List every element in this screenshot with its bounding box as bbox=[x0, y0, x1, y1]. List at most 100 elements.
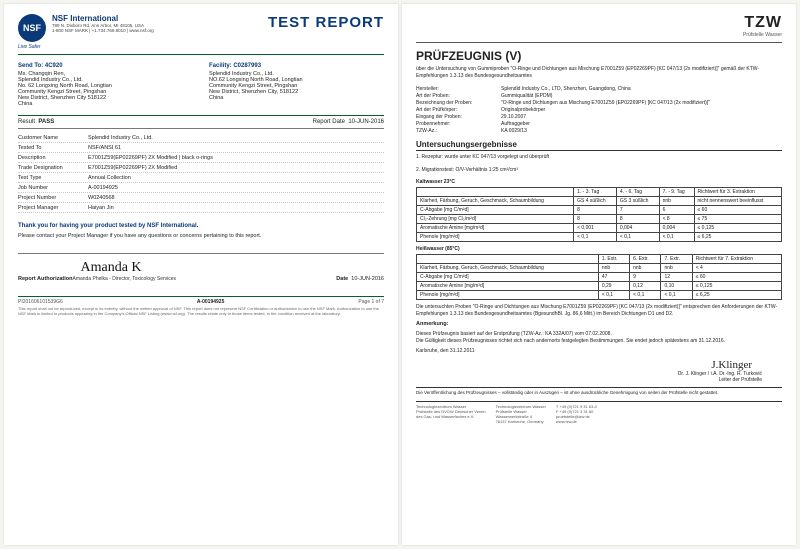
result-bar: Result PASS Report Date 10-JUN-2016 bbox=[18, 115, 384, 129]
table-header bbox=[417, 255, 599, 264]
table-cell: < 0,1 bbox=[616, 233, 659, 242]
address-block: Send To: 4C920 Ms. Changqin Ren, Splendi… bbox=[18, 63, 384, 107]
meta-value: Auftraggeber bbox=[501, 121, 530, 127]
table-cell: < 0,1 bbox=[661, 291, 692, 300]
tzw-signature-icon: J.Klinger bbox=[416, 359, 752, 371]
table-row: C-Abgabe [mg C/m²d]47912≤ 60 bbox=[417, 273, 782, 282]
detail-row: DescriptionE7001Z59(EP02269PF) 2X Modifi… bbox=[18, 153, 384, 163]
meta-key: Art der Proben: bbox=[416, 93, 501, 99]
signatory-name: Amanda Phelka - Director, Toxicology Ser… bbox=[72, 276, 176, 282]
table-cell: GS 4 süßlich bbox=[574, 197, 617, 206]
nsf-slogan: Live Safer bbox=[18, 44, 52, 50]
tzw-footer: Technologiezentrum Wasser Prüfstelle des… bbox=[416, 401, 782, 424]
detail-key: Project Manager bbox=[18, 205, 88, 211]
table-cell: 0,004 bbox=[616, 224, 659, 233]
meta-value: Splendid Industry Co., LTD, Shenzhen, Gu… bbox=[501, 86, 631, 92]
detail-key: Description bbox=[18, 155, 88, 161]
fine-print: This report shall not be reproduced, exc… bbox=[18, 307, 384, 317]
table-cell: ≤ 0,125 bbox=[694, 224, 781, 233]
meta-key: Bezeichnung der Proben: bbox=[416, 100, 501, 106]
meta-row: Hersteller:Splendid Industry Co., LTD, S… bbox=[416, 85, 782, 92]
table-row: Aromatische Amine [mg/m²d]0,290,120,10≤ … bbox=[417, 282, 782, 291]
nsf-footer: PI201606101539G6 A-00194925 Page 1 of 7 bbox=[18, 296, 384, 305]
table-cell: < 0,1 bbox=[598, 291, 629, 300]
table-cell: ≤ 0,125 bbox=[692, 282, 781, 291]
nsf-logo-icon: NSF bbox=[18, 14, 46, 42]
table-cell: Cl₂-Zehrung [mg Cl₂/m²d] bbox=[417, 215, 574, 224]
metadata-block: Hersteller:Splendid Industry Co., LTD, S… bbox=[416, 85, 782, 134]
detail-value: Annual Collection bbox=[88, 175, 131, 181]
meta-key: Art der Prüfkörper: bbox=[416, 107, 501, 113]
table-cell: < 0,1 bbox=[659, 233, 694, 242]
table-cell: < 0,1 bbox=[630, 291, 661, 300]
table-header: Richtwert für 7. Extraktion bbox=[692, 255, 781, 264]
nsf-org-name: NSF International bbox=[52, 14, 154, 23]
table-cell: Klarheit, Färbung, Geruch, Geschmack, Sc… bbox=[417, 264, 599, 273]
detail-key: Job Number bbox=[18, 185, 88, 191]
meta-row: TZW-Az.:KA 0029/13 bbox=[416, 127, 782, 134]
table-row: Phenole [mg/m²d]< 0,1< 0,1< 0,1≤ 6,25 bbox=[417, 233, 782, 242]
table-header: 7. Extr. bbox=[661, 255, 692, 264]
table-cell: ≤ 6,25 bbox=[694, 233, 781, 242]
remark-label: Anmerkung: bbox=[416, 321, 782, 327]
detail-row: Trade DesignationE7001Z59(EP02269PF) 2X … bbox=[18, 163, 384, 173]
tzw-subtitle: Prüfstelle Wasser bbox=[743, 32, 782, 38]
footer-col: Technologiezentrum Wasser Prüfstelle des… bbox=[416, 404, 486, 424]
place-date: Karlsruhe, den 31.12.2011 bbox=[416, 348, 782, 355]
table-cell: Aromatische Amine [mg/m²d] bbox=[417, 224, 574, 233]
meta-row: Art der Proben:Gummiqualität (EPDM) bbox=[416, 92, 782, 99]
table-cell: ≤ 60 bbox=[692, 273, 781, 282]
table-cell: Klarheit, Färbung, Geruch, Geschmack, Sc… bbox=[417, 197, 574, 206]
detail-value: Haiyan Jin bbox=[88, 205, 114, 211]
meta-value: "O-Ringe und Dichtungen aus Mischung E70… bbox=[501, 100, 710, 106]
table-cell: 9 bbox=[630, 273, 661, 282]
meta-key: Hersteller: bbox=[416, 86, 501, 92]
report-date: 10-JUN-2016 bbox=[348, 119, 384, 125]
table-cell: < 0,1 bbox=[574, 233, 617, 242]
foot-left: PI201606101539G6 bbox=[18, 299, 63, 305]
table-row: Cl₂-Zehrung [mg Cl₂/m²d]88< 8≤ 75 bbox=[417, 215, 782, 224]
table-cell: 0,004 bbox=[659, 224, 694, 233]
signature-row: Report Authorization Amanda K Amanda Phe… bbox=[18, 253, 384, 282]
meta-row: Eingang der Proben:29.10.2007 bbox=[416, 113, 782, 120]
table-cell: nnb bbox=[661, 264, 692, 273]
table-cell: < 4 bbox=[692, 264, 781, 273]
migration-note: 2. Migrationstest: O/V-Verhältnis 1:25 c… bbox=[416, 167, 782, 174]
detail-key: Trade Designation bbox=[18, 165, 88, 171]
table-cell: ≤ 60 bbox=[694, 206, 781, 215]
hot-water-table: 1. Extr.6. Extr.7. Extr.Richtwert für 7.… bbox=[416, 254, 782, 300]
thanks-text: Thank you for having your product tested… bbox=[18, 223, 384, 229]
recipe-note: 1. Rezeptur: wurde unter KC 047/13 vorge… bbox=[416, 154, 782, 161]
meta-value: Gummiqualität (EPDM) bbox=[501, 93, 552, 99]
contact-note: Please contact your Project Manager if y… bbox=[18, 233, 384, 239]
meta-row: Probennehmer:Auftraggeber bbox=[416, 120, 782, 127]
meta-key: Eingang der Proben: bbox=[416, 114, 501, 120]
result-value: PASS bbox=[38, 119, 54, 125]
table-cell: 12 bbox=[661, 273, 692, 282]
table-row: C-Abgabe [mg C/m²d]876≤ 60 bbox=[417, 206, 782, 215]
meta-key: Probennehmer: bbox=[416, 121, 501, 127]
table-cell: 0,29 bbox=[598, 282, 629, 291]
certificate-title: PRÜFZEUGNIS (V) bbox=[416, 49, 782, 63]
table-cell: 0,10 bbox=[661, 282, 692, 291]
table-header: 1. - 3. Tag bbox=[574, 188, 617, 197]
meta-row: Art der Prüfkörper:Originalprobekörper bbox=[416, 106, 782, 113]
table-header: 1. Extr. bbox=[598, 255, 629, 264]
sig-date: 10-JUN-2016 bbox=[351, 276, 384, 282]
nsf-addr2: 1-800 NSF MARK | +1.734.769.8010 | www.n… bbox=[52, 28, 154, 33]
facility-label: Facility: C0287993 bbox=[209, 63, 384, 69]
tzw-logo-icon: TZW bbox=[743, 14, 782, 32]
table-cell: C-Abgabe [mg C/m²d] bbox=[417, 206, 574, 215]
detail-key: Project Number bbox=[18, 195, 88, 201]
footer-col: Technologiezentrum Wasser Prüfstelle Was… bbox=[496, 404, 546, 424]
report-title: TEST REPORT bbox=[268, 14, 384, 31]
details-table: Customer NameSplendid Industry Co., Ltd.… bbox=[18, 133, 384, 213]
tzw-signatory: Dr. J. Klinger / i.A. Dr.-Ing. R. Turkov… bbox=[416, 371, 762, 383]
nsf-report: NSF Live Safer NSF International 789 N. … bbox=[4, 4, 398, 545]
report-date-label: Report Date bbox=[313, 119, 345, 125]
foot-right: Page 1 of 7 bbox=[358, 299, 384, 305]
table-row: Aromatische Amine [mg/m²d]< 0,0010,0040,… bbox=[417, 224, 782, 233]
table-cell: nnb bbox=[598, 264, 629, 273]
results-heading: Untersuchungsergebnisse bbox=[416, 140, 782, 151]
table-cell: < 8 bbox=[659, 215, 694, 224]
